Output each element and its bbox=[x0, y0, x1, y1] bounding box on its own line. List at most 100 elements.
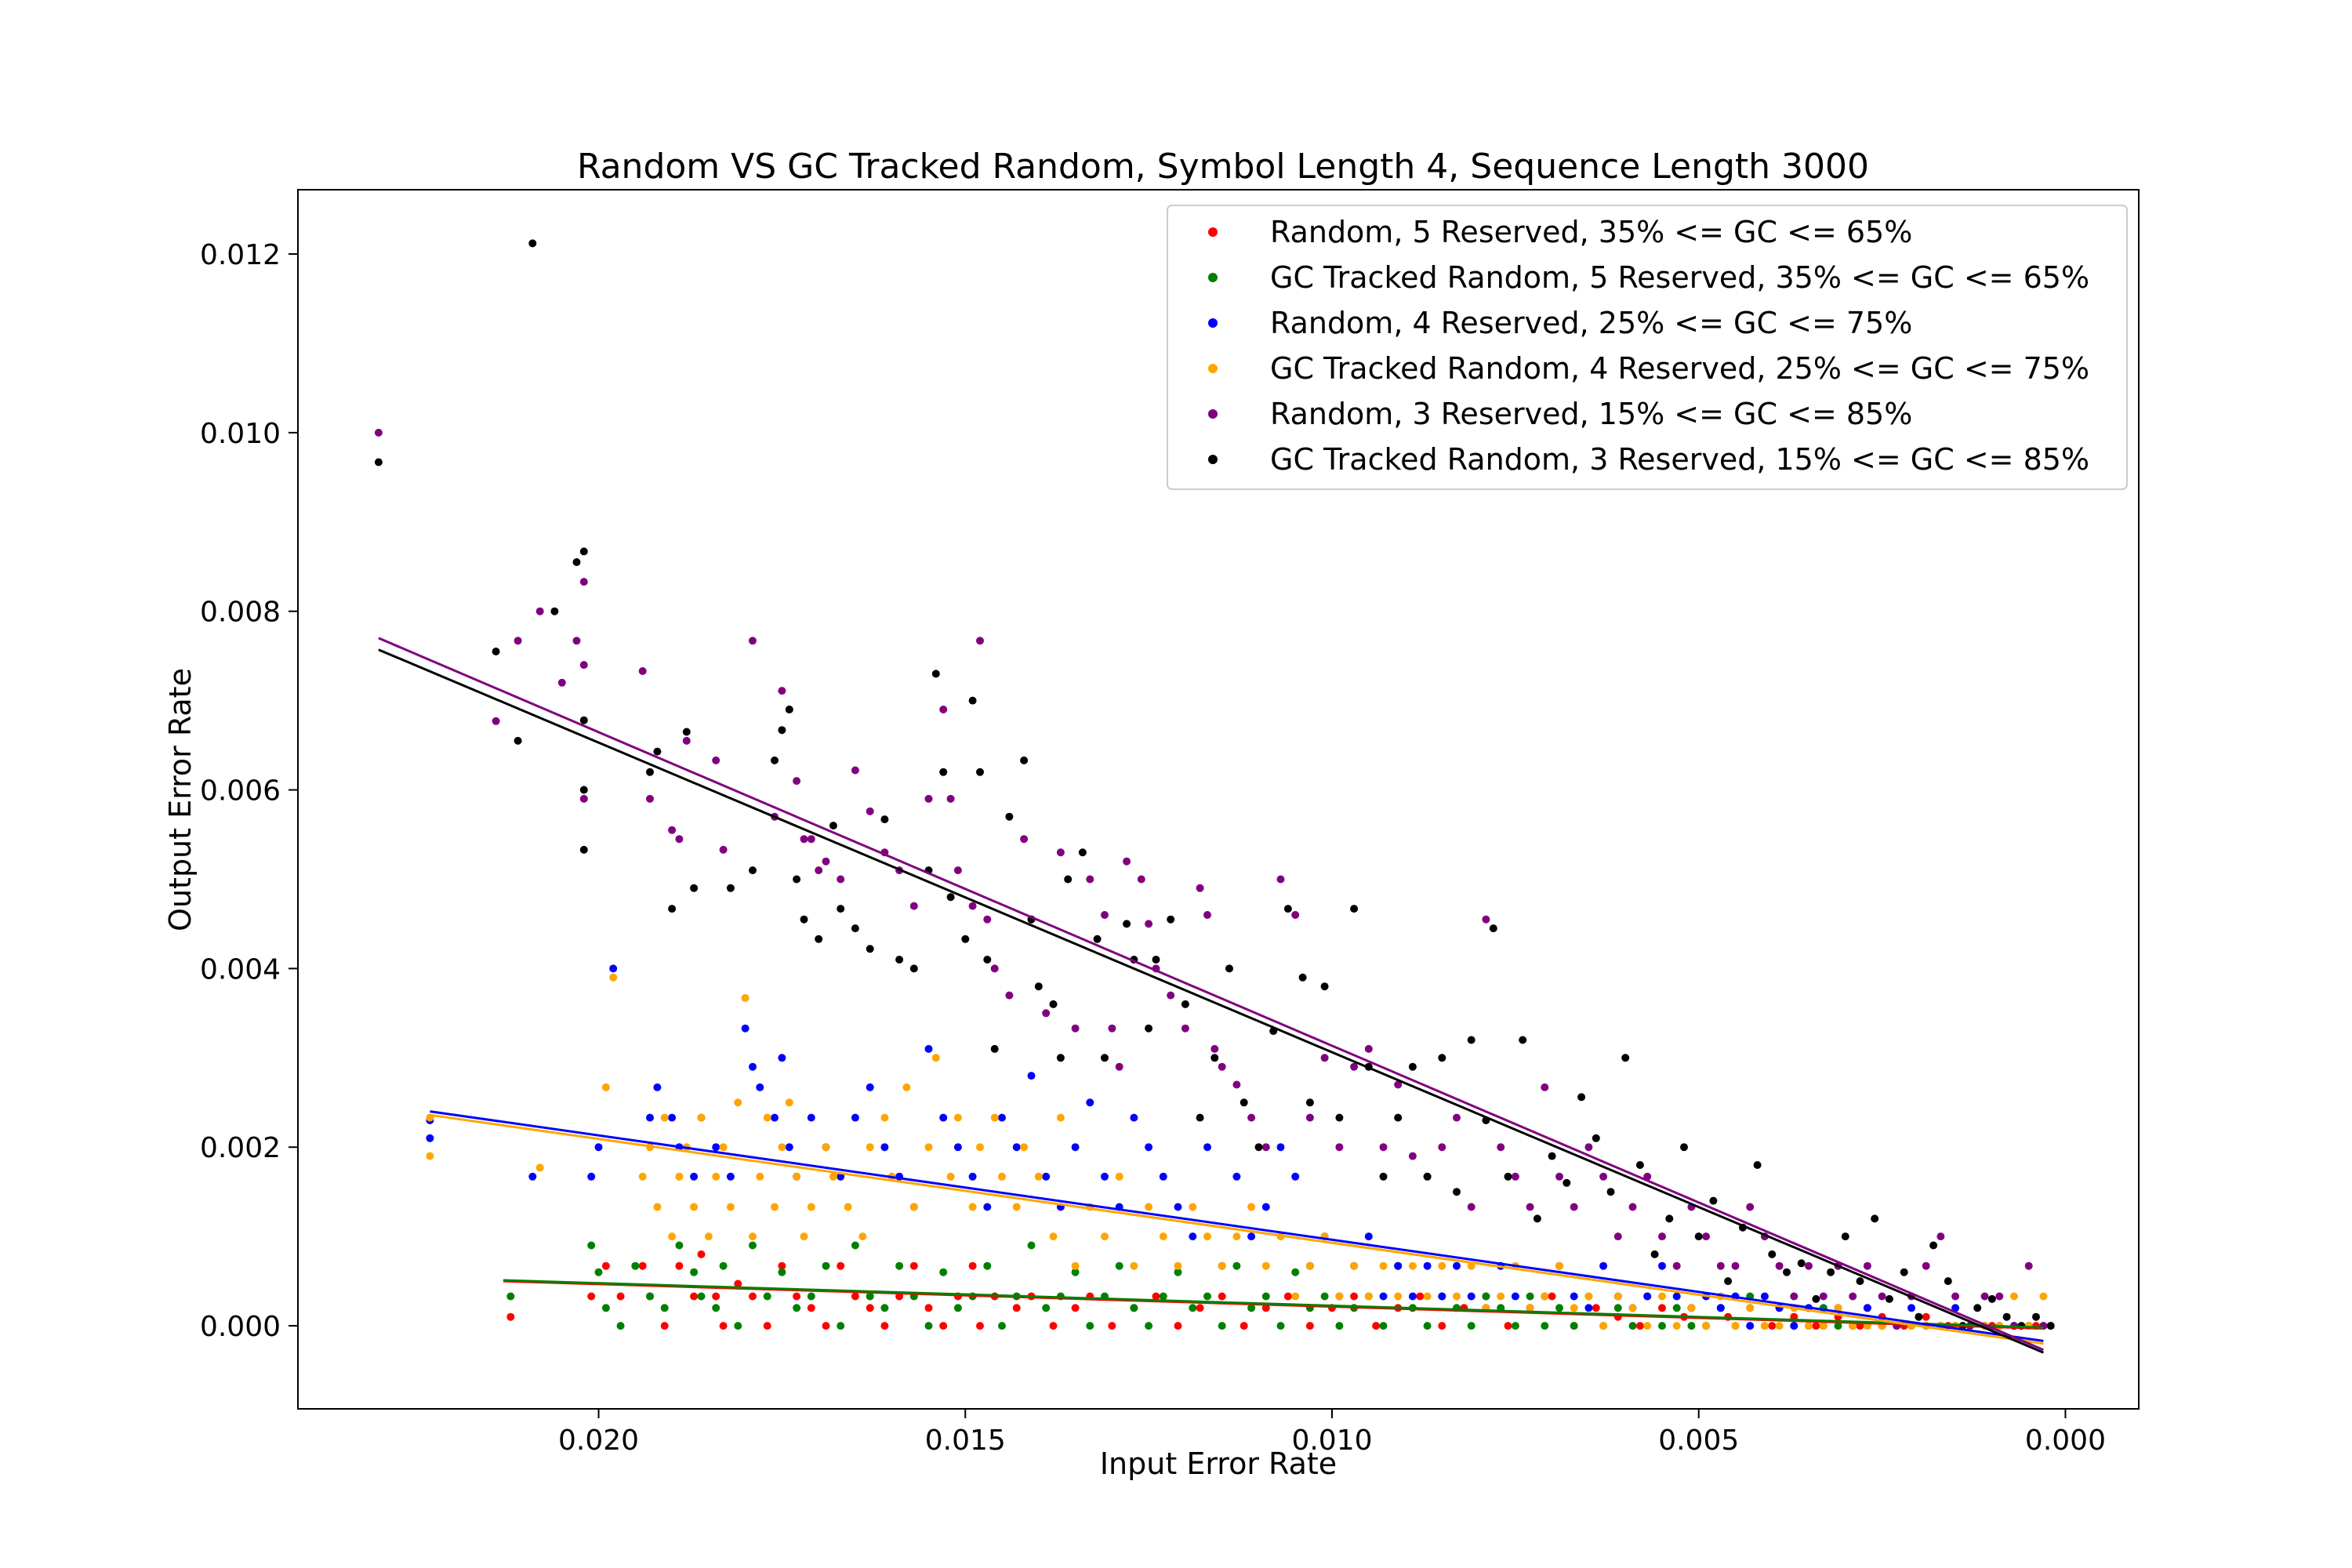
data-point bbox=[1511, 1322, 1519, 1330]
data-point bbox=[1181, 1000, 1189, 1008]
data-point bbox=[1056, 848, 1065, 857]
data-point bbox=[851, 1292, 859, 1301]
data-point bbox=[1364, 1232, 1373, 1241]
y-axis: 0.000 0.002 0.004 0.006 0.008 0.010 0.012 bbox=[200, 239, 298, 1343]
data-point bbox=[851, 766, 859, 775]
data-point bbox=[1394, 1080, 1403, 1089]
data-point bbox=[697, 1292, 706, 1301]
data-point bbox=[800, 915, 808, 924]
data-point bbox=[1541, 1083, 1549, 1091]
legend: Random, 5 Reserved, 35% <= GC <= 65% GC T… bbox=[1167, 205, 2128, 490]
data-point bbox=[998, 1322, 1006, 1330]
data-point bbox=[2032, 1312, 2040, 1321]
data-point bbox=[668, 1232, 677, 1241]
legend-marker bbox=[1208, 409, 1218, 419]
data-point bbox=[822, 857, 830, 866]
data-point bbox=[638, 667, 647, 675]
data-point bbox=[822, 1322, 830, 1330]
data-point bbox=[1049, 1322, 1058, 1330]
data-point bbox=[1210, 1054, 1219, 1062]
data-point bbox=[1453, 1113, 1461, 1122]
data-point bbox=[1438, 1054, 1446, 1062]
data-point bbox=[638, 1172, 647, 1181]
data-point bbox=[924, 1044, 933, 1053]
legend-entry-label: GC Tracked Random, 3 Reserved, 15% <= GC… bbox=[1270, 442, 2089, 477]
data-point bbox=[1885, 1294, 1893, 1303]
data-point bbox=[557, 678, 566, 687]
data-point bbox=[1108, 1322, 1116, 1330]
data-point bbox=[800, 1232, 808, 1241]
data-point bbox=[1101, 1054, 1109, 1062]
data-point bbox=[1438, 1322, 1446, 1330]
data-point bbox=[837, 905, 845, 913]
x-tick-label: 0.000 bbox=[2025, 1425, 2106, 1457]
series-4-trend-line bbox=[378, 637, 2044, 1352]
data-point bbox=[1034, 1172, 1043, 1181]
data-point bbox=[1709, 1196, 1718, 1205]
data-point bbox=[1145, 1322, 1153, 1330]
data-point bbox=[1702, 1322, 1711, 1330]
data-point bbox=[1467, 1036, 1475, 1044]
data-point bbox=[807, 835, 815, 844]
data-point bbox=[990, 1044, 999, 1053]
data-point bbox=[579, 794, 588, 803]
data-point bbox=[1283, 905, 1292, 913]
data-point bbox=[1261, 1261, 1270, 1270]
x-tick-label: 0.020 bbox=[558, 1425, 639, 1457]
data-point bbox=[1042, 1172, 1051, 1181]
data-point bbox=[1115, 1062, 1123, 1071]
data-point bbox=[1672, 1261, 1681, 1270]
data-point bbox=[1797, 1259, 1806, 1268]
data-point bbox=[1658, 1322, 1666, 1330]
data-point bbox=[866, 807, 874, 815]
legend-entry-label: Random, 4 Reserved, 25% <= GC <= 75% bbox=[1270, 306, 1912, 340]
data-point bbox=[1570, 1322, 1578, 1330]
data-point bbox=[1929, 1241, 1938, 1250]
data-point bbox=[1196, 884, 1204, 892]
data-point bbox=[1694, 1232, 1703, 1241]
data-point bbox=[1665, 1214, 1674, 1223]
data-point bbox=[1563, 1178, 1571, 1187]
data-point bbox=[690, 1268, 699, 1276]
data-point bbox=[426, 1152, 434, 1160]
data-point bbox=[822, 1143, 830, 1152]
data-point bbox=[1680, 1143, 1688, 1152]
data-point bbox=[668, 1113, 677, 1122]
data-point bbox=[734, 1322, 742, 1330]
data-point bbox=[1408, 1152, 1417, 1160]
data-point bbox=[793, 1172, 801, 1181]
data-point bbox=[1504, 1172, 1512, 1181]
data-point bbox=[1548, 1292, 1556, 1301]
data-point bbox=[660, 1304, 669, 1312]
data-point bbox=[646, 1292, 654, 1301]
data-point bbox=[1570, 1292, 1578, 1301]
data-point bbox=[668, 905, 677, 913]
x-axis: 0.020 0.015 0.010 0.005 0.000 bbox=[558, 1409, 2106, 1457]
data-point bbox=[771, 756, 779, 764]
data-point bbox=[1687, 1304, 1696, 1312]
data-point bbox=[909, 1261, 918, 1270]
data-point bbox=[1453, 1261, 1461, 1270]
data-point bbox=[646, 1113, 654, 1122]
data-point bbox=[572, 558, 581, 566]
data-point bbox=[953, 1143, 962, 1152]
data-point bbox=[968, 1203, 977, 1211]
data-point bbox=[1152, 1292, 1160, 1301]
data-point bbox=[815, 935, 823, 943]
data-point bbox=[998, 1172, 1006, 1181]
chart-title: Random VS GC Tracked Random, Symbol Leng… bbox=[577, 147, 1869, 187]
data-point bbox=[1232, 1232, 1241, 1241]
data-point bbox=[778, 1261, 786, 1270]
data-point bbox=[594, 1268, 603, 1276]
data-point bbox=[976, 1322, 984, 1330]
data-point bbox=[771, 1203, 779, 1211]
data-point bbox=[1702, 1232, 1711, 1241]
data-point bbox=[1878, 1292, 1886, 1301]
data-point bbox=[909, 1203, 918, 1211]
data-point bbox=[771, 1113, 779, 1122]
data-point bbox=[1020, 1143, 1029, 1152]
data-point bbox=[1350, 1261, 1359, 1270]
data-point bbox=[1628, 1322, 1637, 1330]
data-point bbox=[1181, 1024, 1189, 1033]
